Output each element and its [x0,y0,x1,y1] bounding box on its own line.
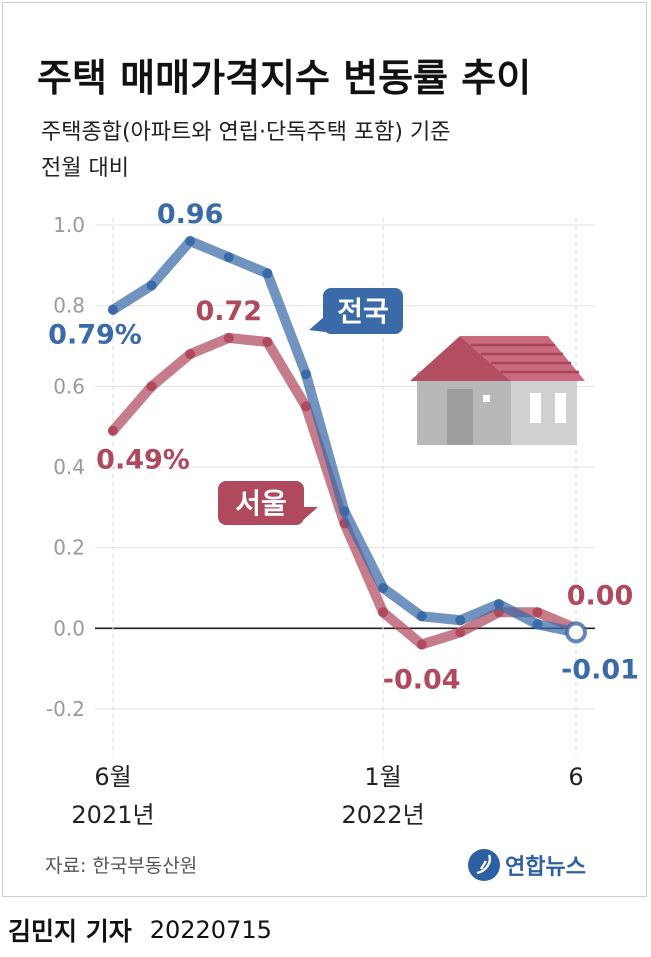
publish-date: 20220715 [149,916,272,944]
x-axis-labels: 6월 2021년 1월 2022년 6 [71,763,583,829]
x-tick-label: 1월 [364,763,401,791]
house-window-right [555,393,566,423]
data-point [262,268,273,279]
y-axis-ticks: 1.0 0.8 0.6 0.4 0.2 0.0 -0.2 [46,213,85,721]
data-point-end [565,621,587,644]
data-point [223,332,234,343]
chart-frame: 주택 매매가격지수 변동률 추이 주택종합(아파트와 연립·단독주택 포함) 기… [2,2,647,897]
data-label: 0.49% [96,445,190,476]
data-point [455,615,466,626]
series-label-text: 전국 [337,295,389,328]
data-point [146,381,157,392]
data-point [262,336,273,347]
data-point [146,280,157,291]
data-point [416,639,427,650]
data-label: 0.79% [48,320,142,351]
chart-subtitle-line2: 전월 대비 [41,156,129,181]
data-label: -0.01 [561,654,639,685]
data-point [185,236,196,247]
agency-logo-text: 연합뉴스 [505,854,586,880]
data-point [493,599,504,610]
line-chart: 주택 매매가격지수 변동률 추이 주택종합(아파트와 연립·단독주택 포함) 기… [37,56,639,881]
series-label-box [218,481,304,525]
data-point [532,607,543,618]
house-window-small [483,395,490,402]
agency-logo: 연합뉴스 [468,849,586,881]
house-door [447,389,473,445]
x-tick-label: 6 [568,763,583,791]
data-point [455,627,466,638]
data-point [108,425,118,436]
grid [95,218,595,755]
x-tick-label: 6월 [94,763,131,791]
source-note: 자료: 한국부동산원 [45,855,197,877]
data-label: 0.00 [567,580,634,611]
series-label-box [323,288,403,334]
y-tick-label: 0.0 [53,616,85,640]
house-gable [410,336,511,381]
data-point [185,349,196,360]
series-layer [108,236,587,650]
data-label: 0.72 [195,296,262,327]
series-label-national: 전국 [309,288,403,334]
series-label-text: 서울 [235,487,287,520]
data-point [223,252,234,263]
author-credit: 김민지 기자 [8,917,132,946]
y-tick-label: 0.4 [53,455,85,479]
data-label: 0.96 [157,199,224,230]
data-point [339,506,350,517]
x-tick-year: 2022년 [341,801,424,829]
y-tick-label: 1.0 [53,213,85,237]
data-point [416,611,427,622]
y-tick-label: 0.8 [53,294,85,318]
series-label-tip [309,316,325,332]
data-point [532,619,543,630]
chart-title: 주택 매매가격지수 변동률 추이 [37,56,531,100]
series-label-seoul: 서울 [218,481,318,525]
data-labels: 0.79% 0.96 -0.01 0.49% 0.72 -0.04 0.00 [48,199,639,695]
x-tick-year: 2021년 [71,801,154,829]
footer: 김민지 기자 20220715 [8,910,272,950]
y-tick-label: -0.2 [46,697,85,721]
data-label: -0.04 [383,664,461,695]
data-point [300,401,311,412]
y-tick-label: 0.6 [53,374,85,398]
house-roof [460,336,585,381]
data-point [378,583,389,593]
data-point [300,369,311,380]
y-tick-label: 0.2 [53,536,85,560]
series-label-tip [302,507,318,521]
house-illustration [410,336,585,445]
data-point [378,607,389,618]
house-window-left [530,393,541,423]
data-point [108,304,118,315]
chart-subtitle-line1: 주택종합(아파트와 연립·단독주택 포함) 기준 [41,120,450,145]
